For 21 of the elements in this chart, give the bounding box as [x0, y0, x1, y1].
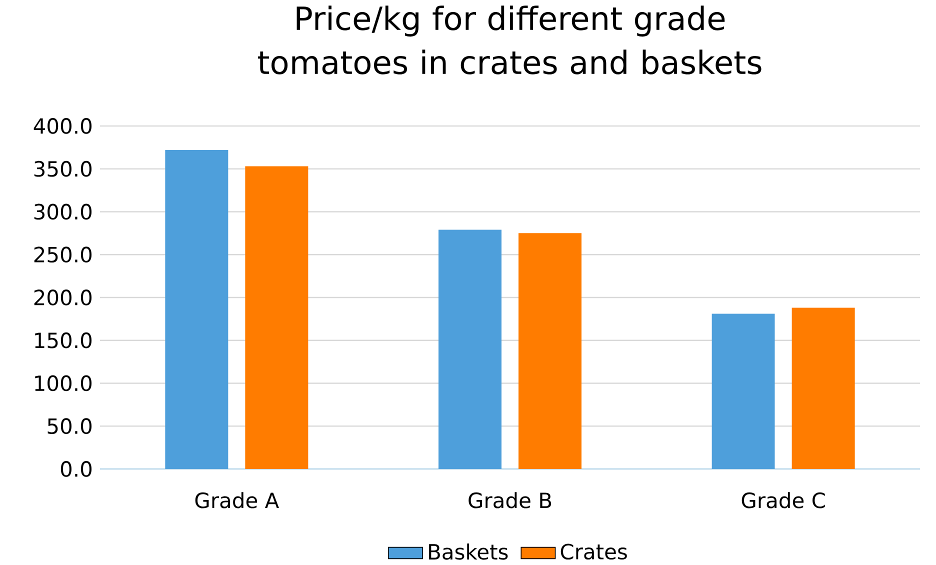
legend-label: Crates [560, 544, 627, 560]
y-tick-label: 300.0 [34, 204, 92, 220]
y-tick-label: 250.0 [34, 246, 92, 263]
bar [792, 308, 855, 469]
y-tick-label: 350.0 [34, 160, 92, 177]
x-tick-label: Grade C [742, 492, 825, 508]
y-tick-label: 50.0 [48, 418, 92, 434]
chart-title: Price/kg for different grade tomatoes in crates and baskets [258, 6, 762, 74]
y-tick-label: 150.0 [35, 332, 92, 348]
x-tick-label: Grade A [195, 492, 279, 508]
bar [438, 230, 502, 469]
bar [245, 166, 308, 469]
y-tick-label: 0.0 [60, 461, 92, 477]
x-tick-label: Grade B [468, 492, 552, 508]
bar [712, 314, 775, 469]
y-tick-label: 100.0 [35, 375, 92, 392]
bar [518, 233, 582, 469]
bar [165, 150, 228, 469]
legend-label: Baskets [429, 544, 508, 560]
y-tick-label: 200.0 [34, 290, 92, 306]
y-tick-label: 400.0 [34, 118, 92, 134]
